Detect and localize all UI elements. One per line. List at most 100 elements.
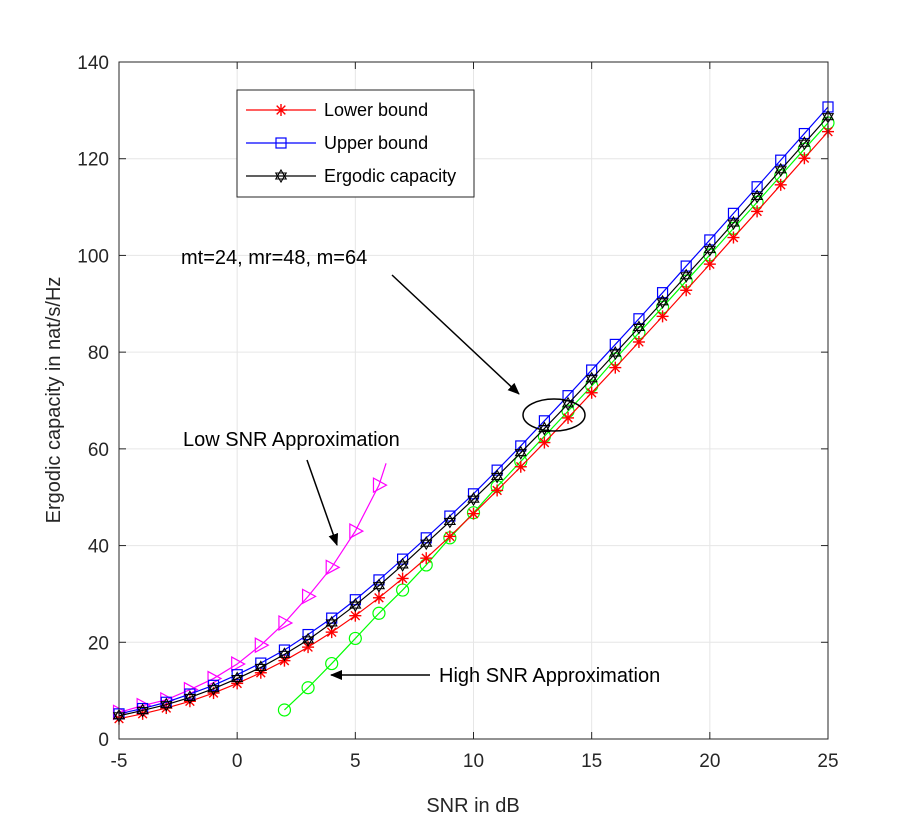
data-point-asterisk-marker <box>538 436 551 449</box>
y-tick-label: 100 <box>77 246 109 267</box>
data-point-asterisk-marker <box>727 231 740 244</box>
data-point-square-marker <box>609 338 621 351</box>
y-tick-label: 40 <box>88 537 109 558</box>
data-point-circle-marker <box>348 631 362 646</box>
x-tick-label: 0 <box>232 751 243 772</box>
data-point-asterisk-marker <box>420 552 433 565</box>
data-point-circle-marker <box>301 681 315 695</box>
data-point-hexagram-marker <box>680 268 693 283</box>
data-point-asterisk-marker <box>751 205 764 218</box>
data-point-hexagram-marker <box>609 346 622 361</box>
x-tick-label: 10 <box>463 751 484 772</box>
data-point-hexagram-marker <box>136 703 149 718</box>
annotation-params-arrow <box>391 274 520 395</box>
data-point-hexagram-marker <box>727 215 740 231</box>
series-line <box>118 463 387 713</box>
x-tick-label: 25 <box>817 751 838 772</box>
annotations: mt=24, mr=48, m=64 Low SNR Approximation… <box>181 247 660 687</box>
series-layer <box>112 101 835 725</box>
data-point-hexagram-marker <box>467 492 480 507</box>
data-point-square-marker <box>633 313 645 325</box>
data-point-hexagram-marker <box>278 647 291 662</box>
annotation-low-text: Low SNR Approximation <box>183 429 400 451</box>
data-point-hexagram-marker <box>585 371 598 386</box>
legend-label: Lower bound <box>324 100 428 120</box>
data-point-asterisk-marker <box>467 507 480 520</box>
data-point-circle-marker <box>372 606 386 620</box>
data-point-circle-marker <box>277 703 292 717</box>
data-point-asterisk-marker <box>325 626 338 639</box>
data-point-hexagram-marker <box>183 690 197 705</box>
data-point-triangle-right-marker <box>301 588 317 605</box>
data-point-asterisk-marker <box>774 178 787 191</box>
data-point-triangle-right-marker <box>372 477 388 494</box>
data-point-hexagram-marker <box>514 445 527 460</box>
data-point-square-marker <box>751 181 763 193</box>
y-axis-label: Ergodic capacity in nat/s/Hz <box>43 277 65 524</box>
data-point-hexagram-marker <box>349 597 362 613</box>
data-point-hexagram-marker <box>207 681 220 696</box>
data-point-hexagram-marker <box>254 660 267 675</box>
data-point-hexagram-marker <box>750 189 764 204</box>
annotation-high-text: High SNR Approximation <box>439 665 660 687</box>
data-point-square-marker <box>680 260 692 272</box>
series-low-snr-approximation <box>112 463 388 721</box>
series-ergodic-capacity <box>112 109 835 723</box>
x-axis-label: SNR in dB <box>426 795 519 817</box>
data-point-square-marker <box>775 154 787 166</box>
data-point-asterisk-marker <box>372 591 385 604</box>
data-point-hexagram-marker <box>396 557 409 573</box>
data-point-asterisk-marker <box>302 641 315 654</box>
y-tick-label: 140 <box>77 53 109 74</box>
annotation-params-ellipse <box>522 398 586 432</box>
data-point-square-marker <box>656 287 669 299</box>
data-point-triangle-right-marker <box>325 559 341 576</box>
y-tick-label: 20 <box>88 633 109 654</box>
data-point-asterisk-marker <box>656 310 669 323</box>
y-tick-label: 80 <box>88 343 109 364</box>
data-point-square-marker <box>727 207 740 219</box>
data-point-hexagram-marker <box>703 242 716 257</box>
data-point-square-marker <box>586 364 598 376</box>
data-point-asterisk-marker <box>680 284 693 297</box>
data-point-triangle-right-marker <box>254 637 270 654</box>
data-point-square-marker <box>373 574 385 586</box>
x-tick-label: 20 <box>699 751 720 772</box>
annotation-params-text: mt=24, mr=48, m=64 <box>181 247 367 269</box>
data-point-asterisk-marker <box>798 152 811 165</box>
series-line <box>118 116 829 717</box>
data-point-hexagram-marker <box>372 578 386 593</box>
data-point-asterisk-marker <box>491 484 504 497</box>
y-tick-label: 60 <box>88 440 109 461</box>
y-tick-label: 0 <box>98 730 109 751</box>
x-tick-label: 5 <box>350 751 361 772</box>
data-point-hexagram-marker <box>160 697 173 712</box>
data-point-asterisk-marker <box>275 104 287 116</box>
data-point-hexagram-marker <box>656 294 669 309</box>
data-point-square-marker <box>515 440 527 452</box>
annotation-low-arrow <box>306 459 339 546</box>
data-point-triangle-right-marker <box>231 656 246 673</box>
data-point-asterisk-marker <box>514 460 527 473</box>
data-point-hexagram-marker <box>301 632 315 647</box>
x-tick-label: -5 <box>111 751 128 772</box>
data-point-hexagram-marker <box>420 536 433 551</box>
data-point-triangle-right-marker <box>207 670 223 687</box>
data-point-hexagram-marker <box>274 168 288 184</box>
data-point-hexagram-marker <box>798 136 811 151</box>
data-point-asterisk-marker <box>609 361 622 374</box>
data-point-hexagram-marker <box>325 615 338 631</box>
data-point-square-marker <box>704 234 716 246</box>
x-tick-label: 15 <box>581 751 602 772</box>
data-point-hexagram-marker <box>231 671 244 686</box>
data-point-triangle-right-marker <box>278 614 294 631</box>
data-point-triangle-right-marker <box>349 523 365 540</box>
data-point-hexagram-marker <box>632 320 646 335</box>
y-tick-label: 120 <box>77 150 109 171</box>
legend-label: Upper bound <box>324 133 428 153</box>
data-point-circle-marker <box>325 656 339 671</box>
data-point-asterisk-marker <box>349 609 362 622</box>
data-point-square-marker <box>798 127 810 140</box>
